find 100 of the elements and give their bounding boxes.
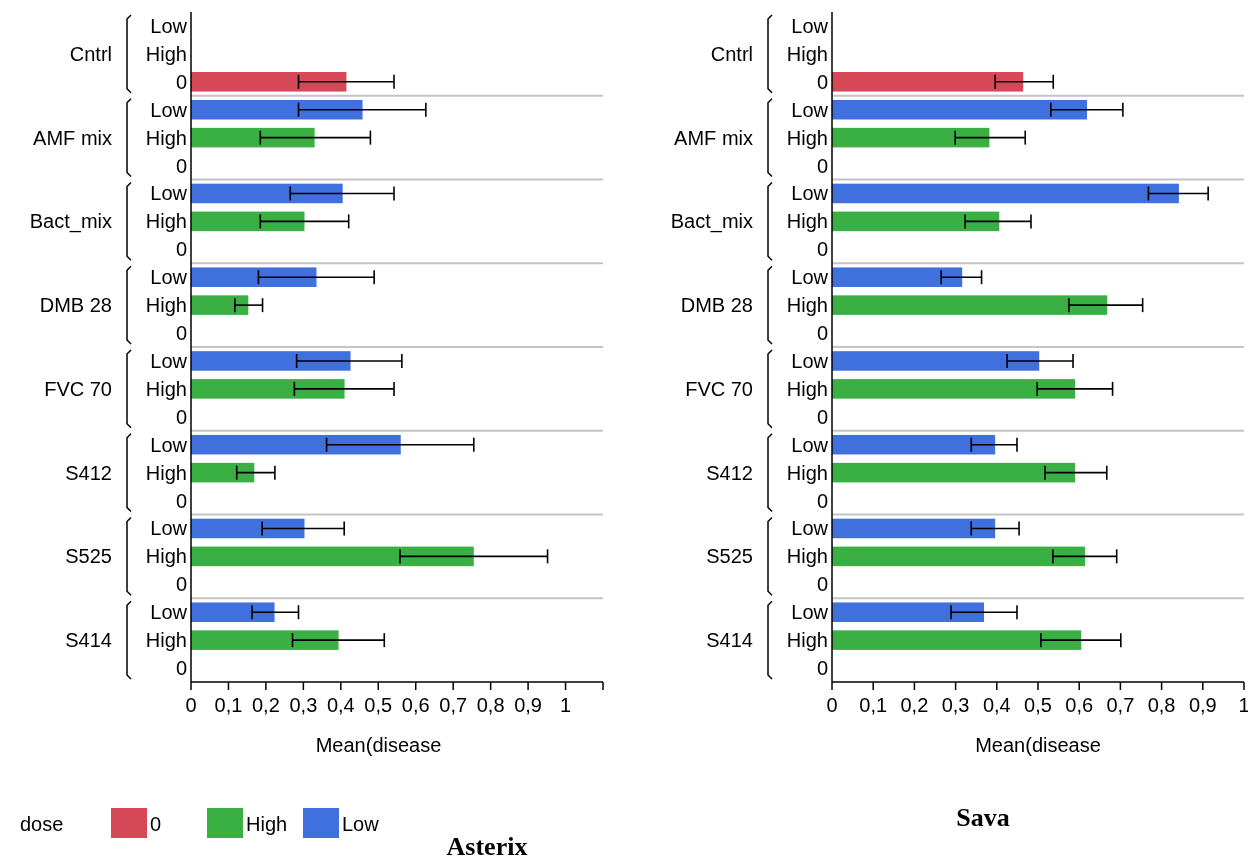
bar — [832, 434, 996, 455]
bar — [191, 99, 363, 120]
text: Sava — [956, 803, 1010, 832]
y-tick-label: 0 — [816, 405, 828, 428]
bar — [832, 99, 1088, 120]
y-tick-label: 0 — [816, 70, 828, 93]
y-tick-label: 0 — [816, 573, 828, 596]
text: AMF mix — [674, 126, 753, 149]
bar — [191, 434, 401, 455]
y-tick-label: Low — [791, 349, 829, 372]
y-tick-label: High — [786, 210, 828, 233]
x-tick-label: 0,1 — [859, 694, 888, 716]
bar — [191, 183, 343, 204]
y-tick-label: 0 — [175, 405, 187, 428]
x-tick-label: 1 — [1238, 694, 1248, 716]
text: Cntrl — [710, 42, 753, 65]
x-tick-label: 0,9 — [1188, 694, 1217, 716]
text: S414 — [65, 629, 112, 652]
x-tick-label: 0,4 — [982, 694, 1011, 716]
text: S414 — [706, 629, 753, 652]
y-tick-label: 0 — [175, 657, 187, 680]
y-tick-label: 0 — [816, 322, 828, 345]
y-tick-label: High — [786, 294, 828, 317]
legend-label: Low — [342, 813, 380, 835]
y-tick-label: Low — [791, 98, 829, 121]
y-tick-label: Low — [791, 517, 829, 540]
bar — [832, 518, 996, 539]
x-tick-label: 0,6 — [1065, 694, 1094, 716]
bar — [191, 630, 339, 650]
text: S525 — [65, 545, 112, 568]
bar — [191, 602, 275, 622]
legend-title: dose — [20, 813, 64, 835]
x-tick-label: 0,9 — [514, 694, 542, 716]
y-tick-label: High — [145, 545, 187, 568]
x-tick-label: 0,2 — [252, 694, 280, 716]
text: Bact_mix — [670, 210, 753, 234]
y-tick-label: Low — [791, 266, 829, 289]
y-tick-label: 0 — [175, 238, 187, 261]
y-tick-label: High — [145, 126, 187, 149]
bar — [832, 351, 1040, 371]
text: Asterix — [446, 832, 528, 858]
text: FVC 70 — [685, 377, 753, 400]
y-tick-label: Low — [150, 517, 188, 540]
y-tick-label: 0 — [175, 573, 187, 596]
y-tick-label: High — [786, 42, 828, 65]
bar — [191, 518, 305, 539]
y-tick-label: 0 — [175, 322, 187, 345]
x-tick-label: 0,3 — [941, 694, 970, 716]
y-tick-label: 0 — [175, 489, 187, 512]
bar — [832, 267, 963, 287]
bar — [832, 602, 985, 622]
x-tick-label: 0,7 — [439, 694, 468, 716]
x-axis-title: Mean(disease — [975, 734, 1101, 756]
bar — [832, 546, 1085, 567]
text: AMF mix — [33, 126, 112, 149]
y-tick-label: 0 — [816, 238, 828, 261]
y-tick-label: 0 — [175, 70, 187, 93]
bar — [832, 211, 1000, 232]
text: S525 — [706, 545, 753, 568]
text: FVC 70 — [44, 377, 112, 400]
y-tick-label: High — [786, 629, 828, 652]
bar — [191, 211, 305, 232]
y-tick-label: High — [786, 126, 828, 149]
text: Bact_mix — [29, 210, 112, 234]
bar — [832, 379, 1076, 399]
x-tick-label: 0,8 — [476, 694, 505, 716]
x-tick-label: 0,3 — [289, 694, 318, 716]
y-tick-label: 0 — [175, 154, 187, 177]
y-tick-label: High — [145, 629, 187, 652]
x-tick-label: 0,7 — [1106, 694, 1135, 716]
y-tick-label: Low — [150, 601, 188, 624]
text: S412 — [706, 461, 753, 484]
bar — [191, 267, 317, 287]
bar — [191, 351, 351, 371]
text: DMB 28 — [680, 294, 753, 317]
bar — [832, 183, 1179, 204]
y-tick-label: Low — [791, 601, 829, 624]
y-tick-label: 0 — [816, 489, 828, 512]
bar — [832, 630, 1082, 650]
x-tick-label: 0,1 — [214, 694, 243, 716]
y-tick-label: High — [145, 42, 187, 65]
text: S412 — [65, 461, 112, 484]
y-tick-label: Low — [150, 349, 188, 372]
text: DMB 28 — [39, 294, 112, 317]
y-tick-label: High — [145, 461, 187, 484]
y-tick-label: Low — [150, 14, 188, 37]
bar — [191, 127, 315, 148]
y-tick-label: Low — [791, 182, 829, 205]
bar — [191, 72, 347, 92]
y-tick-label: Low — [791, 14, 829, 37]
x-tick-label: 0,6 — [401, 694, 430, 716]
bar — [191, 462, 255, 483]
y-tick-label: High — [786, 545, 828, 568]
x-axis-title: Mean(disease — [315, 734, 442, 756]
y-tick-label: 0 — [816, 657, 828, 680]
y-tick-label: High — [786, 377, 828, 400]
y-tick-label: 0 — [816, 154, 828, 177]
bar — [832, 72, 1024, 92]
y-tick-label: High — [145, 377, 187, 400]
bar — [191, 379, 345, 399]
